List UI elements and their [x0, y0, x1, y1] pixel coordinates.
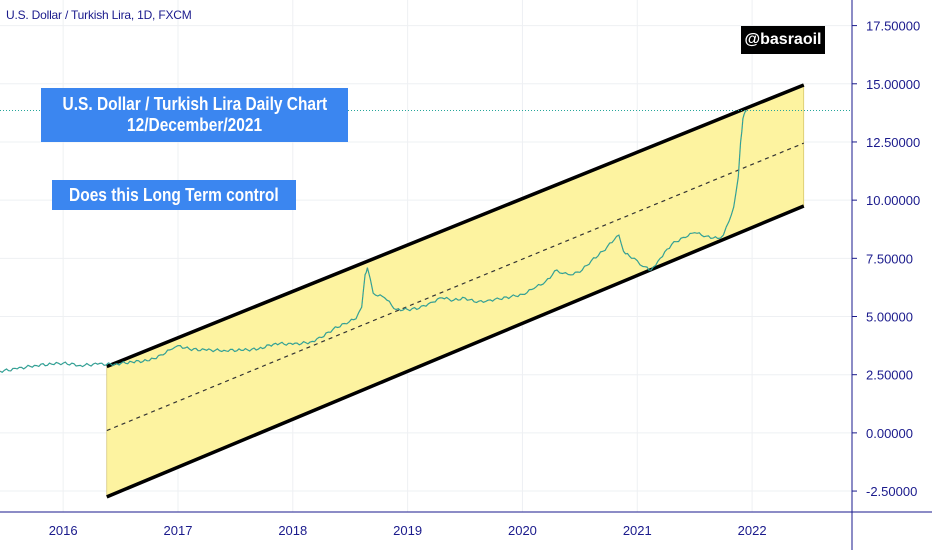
y-tick-label: 10.00000 [866, 193, 920, 208]
x-tick-label: 2017 [164, 523, 193, 538]
x-tick-label: 2022 [738, 523, 767, 538]
annotation-title-line: U.S. Dollar / Turkish Lira Daily Chart [62, 94, 327, 114]
x-tick-label: 2020 [508, 523, 537, 538]
channel-upper-line [106, 83, 805, 369]
x-tick-label: 2016 [49, 523, 78, 538]
y-tick-label: -2.50000 [866, 484, 917, 499]
y-tick-label: 15.00000 [866, 77, 920, 92]
symbol-title: U.S. Dollar / Turkish Lira, 1D, FXCM [6, 8, 192, 22]
channel-middle-line [106, 142, 805, 432]
annotation-title: U.S. Dollar / Turkish Lira Daily Chart 1… [41, 88, 348, 142]
channel-lower-line [106, 204, 805, 499]
y-tick-label: 2.50000 [866, 368, 913, 383]
regression-channel [106, 83, 805, 499]
x-tick-label: 2021 [623, 523, 652, 538]
annotation-question: Does this Long Term control [52, 180, 296, 210]
y-tick-label: 12.50000 [866, 135, 920, 150]
y-tick-label: 0.00000 [866, 426, 913, 441]
author-tag: @basraoil [741, 26, 825, 54]
x-tick-label: 2018 [278, 523, 307, 538]
y-tick-label: 17.50000 [866, 19, 920, 34]
y-tick-label: 5.00000 [866, 310, 913, 325]
channel-fill [106, 84, 805, 498]
y-tick-label: 7.50000 [866, 251, 913, 266]
annotation-title-line: 12/December/2021 [126, 115, 263, 135]
x-tick-label: 2019 [393, 523, 422, 538]
price-line-red-candles [0, 110, 747, 373]
annotation-question-text: Does this Long Term control [69, 184, 279, 205]
